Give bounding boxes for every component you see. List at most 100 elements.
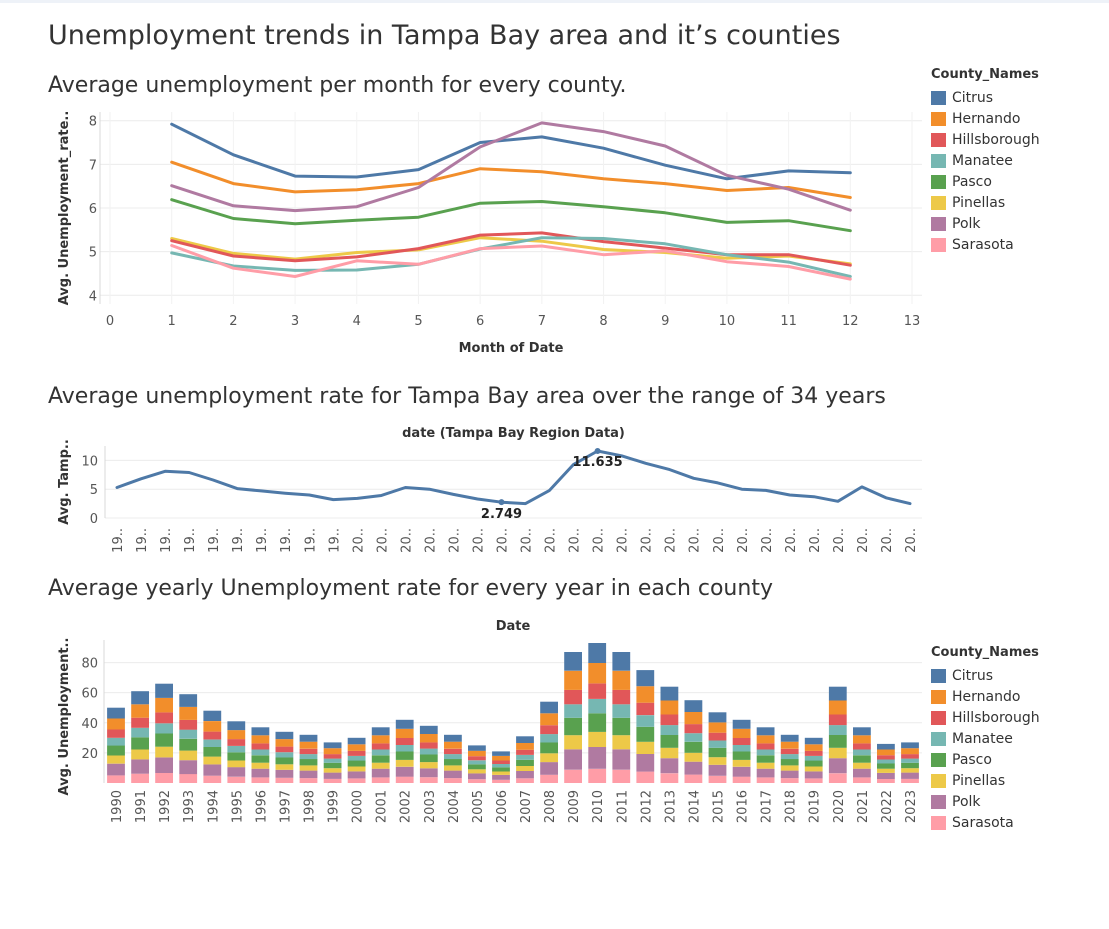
bar-segment-polk [828,758,847,774]
section1-title: Average unemployment per month for every… [48,73,627,98]
bar-segment-hernando [251,735,270,744]
legend-item[interactable]: Manatee [931,728,1040,749]
bar-segment-polk [299,770,318,779]
bar-segment-hernando [203,721,222,732]
bar-segment-citrus [179,694,198,707]
legend-item[interactable]: Pinellas [931,192,1040,213]
legend-label: Citrus [952,667,994,684]
bar-segment-citrus [708,712,727,723]
bar-segment-citrus [275,731,294,740]
legend-item[interactable]: Hillsborough [931,129,1040,150]
legend-item[interactable]: Polk [931,213,1040,234]
x-tick-label: 7 [538,314,546,329]
bar-segment-sarasota [179,774,198,783]
legend-item[interactable]: Hillsborough [931,707,1040,728]
bar-segment-manatee [612,704,631,718]
bar-segment-pasco [419,754,438,763]
x-tick-label: 20.. [856,528,871,553]
bar-segment-hillsborough [492,760,510,764]
bar-segment-sarasota [564,769,582,783]
x-tick-label: 2020 [832,790,847,823]
legend-swatch [931,111,946,126]
bar-segment-polk [275,769,294,778]
legend-item[interactable]: Polk [931,791,1040,812]
bar-segment-manatee [179,729,198,739]
bar-segment-pinellas [732,759,751,767]
bar-segment-sarasota [853,777,871,783]
bar-segment-pinellas [684,752,703,762]
bar-segment-pinellas [901,768,919,773]
x-tick-label: 20.. [351,528,366,553]
chart-header: Date [496,619,531,634]
bar-segment-hernando [564,670,582,690]
x-tick-label: 4 [353,314,361,329]
bar-segment-citrus [107,707,125,719]
legend-item[interactable]: Sarasota [931,234,1040,255]
x-tick-label: 10 [719,314,736,329]
section2-title: Average unemployment rate for Tampa Bay … [48,384,886,409]
y-tick-label: 80 [81,657,98,672]
legend-item[interactable]: Pasco [931,749,1040,770]
legend-label: Manatee [952,152,1013,169]
bar-segment-pasco [636,726,655,742]
x-tick-label: 20.. [736,528,751,553]
bar-segment-polk [853,768,871,778]
bar-segment-sarasota [107,775,125,783]
legend-label: Hillsborough [952,131,1040,148]
x-tick-label: 19.. [231,528,246,553]
legend-item[interactable]: Sarasota [931,812,1040,833]
bar-segment-manatee [684,733,703,742]
x-tick-label: 20.. [568,528,583,553]
bar-segment-pasco [371,755,390,763]
legend-swatch [931,237,946,252]
bar-segment-hillsborough [155,712,173,724]
bar-segment-manatee [516,755,534,760]
bar-segment-hillsborough [371,743,390,750]
y-tick-label: 10 [81,454,98,469]
legend-item[interactable]: Hernando [931,108,1040,129]
x-tick-label: 13 [904,314,921,329]
y-tick-label: 20 [81,747,98,762]
bar-segment-manatee [564,704,582,718]
x-tick-label: 2001 [375,790,390,823]
bar-segment-pasco [131,737,149,750]
bar-segment-pinellas [588,731,607,747]
series-line-pinellas [170,236,852,266]
bar-segment-sarasota [323,778,342,783]
bar-segment-sarasota [347,778,366,783]
x-tick-label: 20.. [664,528,679,553]
legend-item[interactable]: Pasco [931,171,1040,192]
bar-segment-hillsborough [107,729,125,738]
legend-swatch [931,90,946,105]
bar-segment-hillsborough [299,748,318,755]
bar-segment-polk [347,771,366,779]
legend-item[interactable]: Manatee [931,150,1040,171]
bar-segment-hernando [756,735,775,744]
bar-segment-hernando [492,755,510,761]
bar-segment-citrus [227,721,246,731]
legend-item[interactable]: Pinellas [931,770,1040,791]
bar-segment-manatee [853,749,871,756]
bar-segment-sarasota [684,774,703,783]
bar-segment-citrus [395,719,414,729]
bar-segment-pasco [155,733,173,747]
bar-segment-sarasota [636,771,655,783]
bar-segment-pinellas [636,741,655,754]
bar-segment-citrus [732,719,751,729]
section3-title: Average yearly Unemployment rate for eve… [48,576,773,601]
bar-segment-pasco [901,762,919,769]
bar-segment-manatee [299,754,318,760]
bar-segment-pasco [780,759,799,766]
bar-segment-pinellas [275,764,294,770]
legend-swatch [931,731,946,746]
bar-segment-hillsborough [756,743,775,750]
bar-segment-pinellas [877,768,895,773]
bar-segment-hernando [804,744,823,751]
legend-item[interactable]: Citrus [931,665,1040,686]
legend-item[interactable]: Hernando [931,686,1040,707]
y-tick-label: 5 [89,246,97,261]
legend-item[interactable]: Citrus [931,87,1040,108]
bar-segment-citrus [853,727,871,736]
bar-segment-hernando [155,697,173,713]
data-point-marker [498,499,505,506]
